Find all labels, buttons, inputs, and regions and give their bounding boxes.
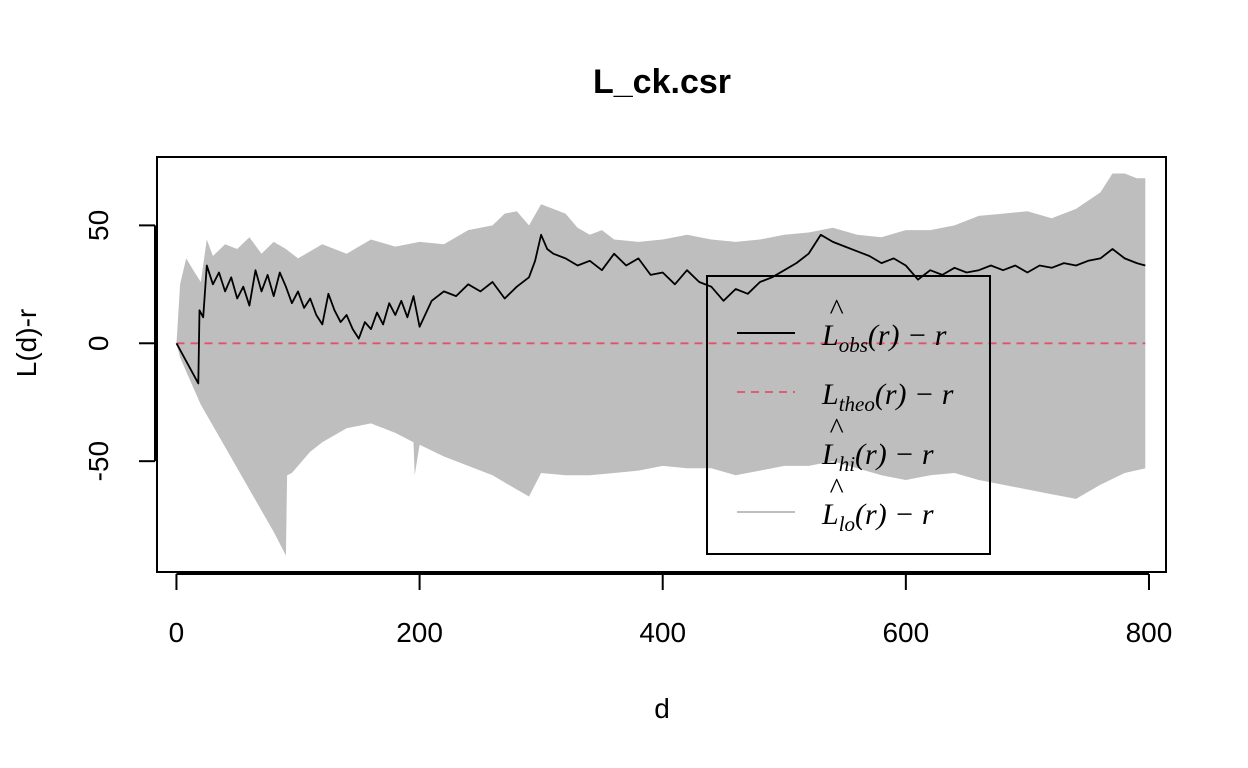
x-tick-label: 0 [169,617,185,648]
legend-box [706,275,991,555]
legend-hat-mark: ^ [829,412,844,445]
chart-title: L_ck.csr [593,63,731,101]
x-tick-label: 600 [882,617,929,648]
plot-frame [156,156,1167,573]
envelope-band [176,173,1146,556]
axes: 0 200 400 600 800 -50 0 50 [83,210,1172,648]
legend-label-lo: Llo(r) − r [821,498,934,536]
plot-area [175,173,1146,556]
legend-hat-mark: ^ [829,293,844,326]
legend-hat-mark: ^ [829,472,844,505]
legend-label-obs: Lobs(r) − r [821,319,947,357]
x-tick-label: 400 [639,617,686,648]
x-tick-label: 800 [1126,617,1173,648]
y-axis-label: L(d)-r [11,309,42,377]
series-obs-line [175,233,1146,385]
x-axis-label: d [654,693,670,724]
y-tick-label: 50 [83,210,114,241]
legend-label-hi: Lhi(r) − r [821,438,934,476]
legend-label-theo: Ltheo(r) − r [821,378,954,416]
y-tick-label: 0 [83,336,114,352]
y-tick-label: -50 [83,441,114,481]
x-tick-label: 200 [396,617,443,648]
